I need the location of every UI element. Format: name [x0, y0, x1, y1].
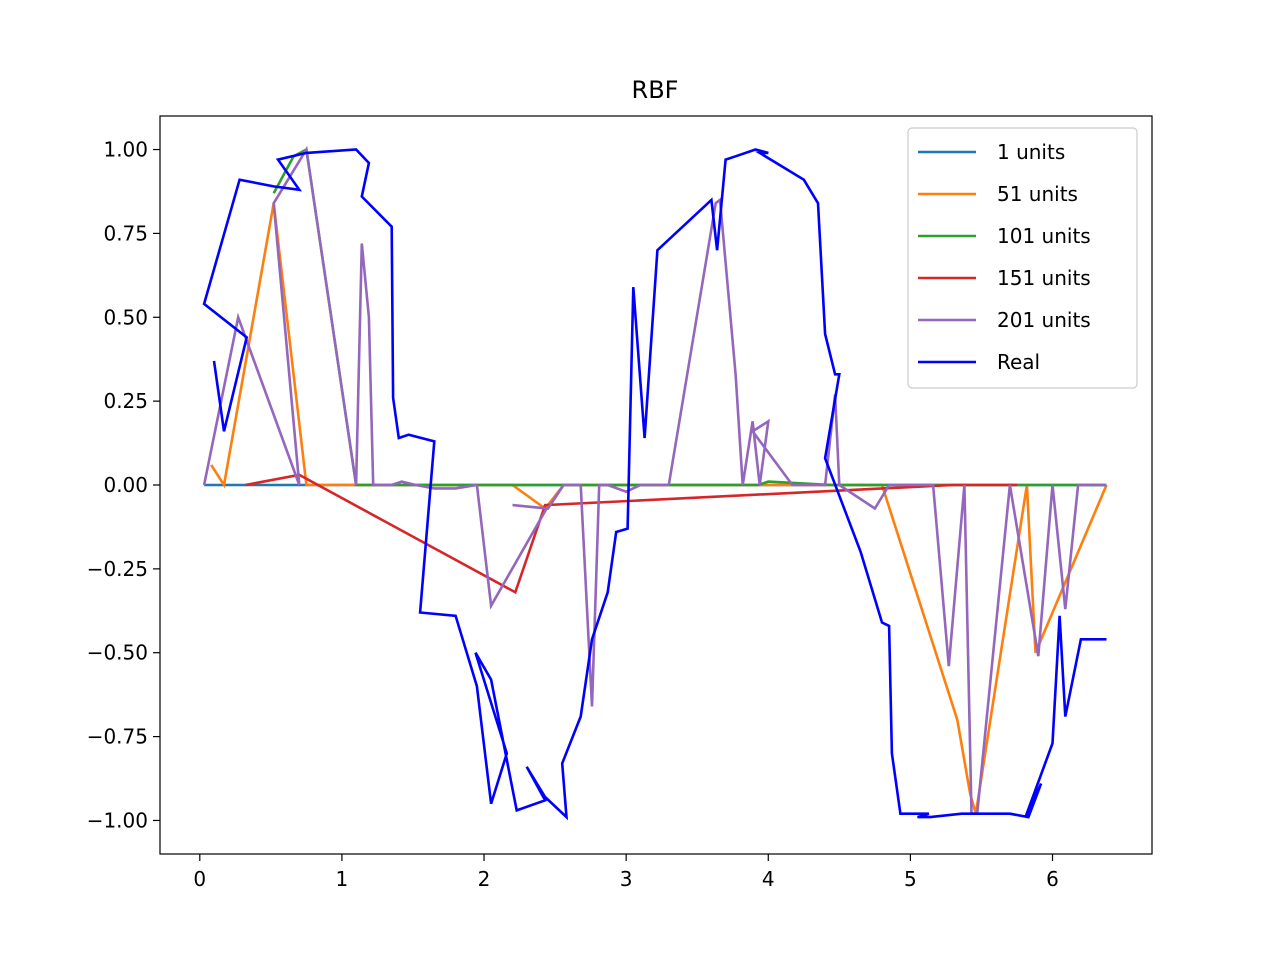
- y-tick-label: 0.25: [103, 389, 148, 413]
- legend: 1 units 51 units 101 units 151 units 201 uni…: [907, 127, 1138, 389]
- legend-box: [907, 127, 1138, 389]
- y-tick-label: 0.00: [103, 473, 148, 497]
- legend-label-2: 51 units: [997, 182, 1078, 206]
- x-tick-label: 6: [1046, 867, 1059, 891]
- legend-label-3: 101 units: [997, 224, 1091, 248]
- legend-label-5: 201 units: [997, 308, 1091, 332]
- y-tick-label: −0.25: [87, 557, 148, 581]
- series-line-4: [245, 473, 1017, 595]
- y-tick-label: 1.00: [103, 138, 148, 162]
- x-axis: 0 1 2 3 4 5 6: [193, 854, 1059, 891]
- legend-label-1: 1 units: [997, 140, 1065, 164]
- x-tick-label: 2: [478, 867, 491, 891]
- x-tick-label: 1: [336, 867, 349, 891]
- y-tick-label: −1.00: [87, 808, 148, 832]
- y-tick-label: 0.50: [103, 305, 148, 329]
- legend-label-6: Real: [997, 350, 1040, 374]
- x-tick-label: 3: [620, 867, 633, 891]
- chart-title: RBF: [632, 76, 679, 104]
- series-line-5: [202, 145, 1107, 816]
- series-line-6: [202, 148, 1107, 821]
- x-tick-label: 4: [762, 867, 775, 891]
- y-tick-label: −0.50: [87, 641, 148, 665]
- y-axis: 1.00 0.75 0.50 0.25 0.00 −0.25 −0.50 −0.75 −1.00: [87, 138, 160, 832]
- series-layer: [202, 145, 1108, 821]
- y-tick-label: 0.75: [103, 221, 148, 245]
- x-tick-label: 0: [193, 867, 206, 891]
- legend-label-4: 151 units: [997, 266, 1091, 290]
- y-tick-label: −0.75: [87, 725, 148, 749]
- x-tick-label: 5: [904, 867, 917, 891]
